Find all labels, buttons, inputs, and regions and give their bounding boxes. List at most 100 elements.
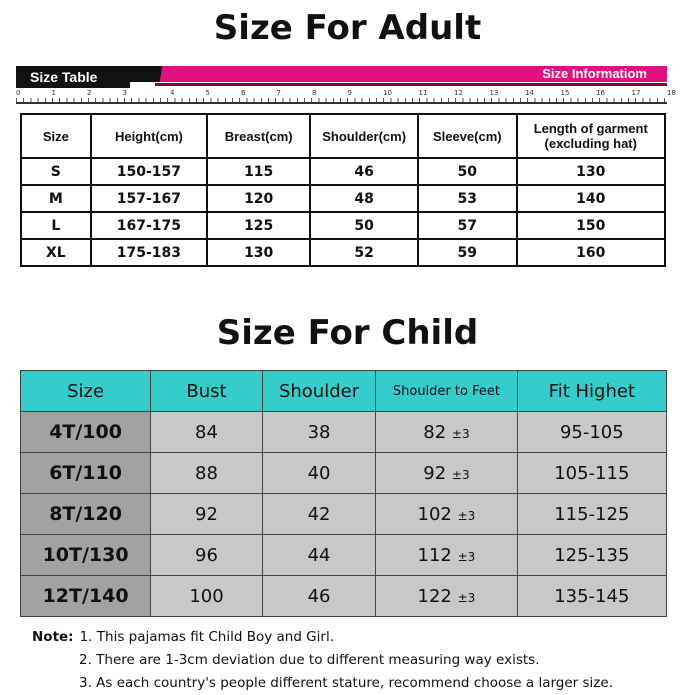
table-cell: 52 bbox=[309, 238, 420, 267]
ruler-tick: 16 bbox=[596, 89, 605, 97]
column-header: Length of garment (excluding hat) bbox=[515, 113, 666, 159]
ruler-tick: 0 bbox=[16, 89, 21, 97]
table-cell: 125-135 bbox=[516, 534, 668, 576]
table-row: 10T/130 96 44 112 ±3 125-135 bbox=[19, 534, 668, 576]
table-cell: 135-145 bbox=[516, 575, 668, 617]
table-cell: 160 bbox=[515, 238, 666, 267]
ruler-tick: 10 bbox=[383, 89, 392, 97]
table-cell: 50 bbox=[417, 157, 518, 186]
table-cell: 125 bbox=[206, 211, 312, 240]
size-table-label: Size Table bbox=[16, 66, 140, 88]
table-row: S 150-157 115 46 50 130 bbox=[20, 157, 666, 186]
adult-size-table: Size Height(cm) Breast(cm) Shoulder(cm) Slee… bbox=[20, 113, 666, 267]
table-cell: S bbox=[20, 157, 92, 186]
table-cell: 42 bbox=[261, 493, 377, 535]
table-row: L 167-175 125 50 57 150 bbox=[20, 211, 666, 240]
shoulder-to-feet-value: 92 bbox=[423, 462, 447, 484]
size-info-banner: Size Informatiom bbox=[130, 66, 667, 88]
header-row: Size Bust Shoulder Shoulder to Feet Fit High… bbox=[19, 370, 668, 412]
column-header: Fit Highet bbox=[516, 370, 668, 412]
column-header: Bust bbox=[150, 370, 263, 412]
shoulder-to-feet-value: 102 bbox=[417, 503, 452, 525]
table-cell: 53 bbox=[417, 184, 518, 213]
table-cell: 150-157 bbox=[89, 157, 209, 186]
ruler-tick: 2 bbox=[87, 89, 92, 97]
table-cell: 38 bbox=[261, 411, 377, 453]
table-cell: 12T/140 bbox=[19, 575, 152, 617]
column-header: Shoulder(cm) bbox=[309, 113, 420, 159]
ruler-tick: 4 bbox=[170, 89, 175, 97]
table-cell: 130 bbox=[206, 238, 312, 267]
table-row: 12T/140 100 46 122 ±3 135-145 bbox=[19, 575, 668, 617]
shoulder-to-feet-value: 112 bbox=[417, 544, 452, 566]
table-cell: 92 ±3 bbox=[375, 452, 518, 494]
ruler-tick: 17 bbox=[631, 89, 641, 97]
table-cell: 57 bbox=[417, 211, 518, 240]
tolerance: ±3 bbox=[451, 426, 470, 441]
tolerance: ±3 bbox=[457, 508, 476, 523]
table-cell: 8T/120 bbox=[19, 493, 152, 535]
table-cell: 115 bbox=[206, 157, 312, 186]
table-cell: 105-115 bbox=[516, 452, 668, 494]
table-cell: 40 bbox=[261, 452, 377, 494]
note-item: 1. This pajamas fit Child Boy and Girl. bbox=[79, 629, 334, 645]
tolerance: ±3 bbox=[451, 467, 470, 482]
table-cell: 130 bbox=[515, 157, 666, 186]
shoulder-to-feet-value: 122 bbox=[417, 585, 452, 607]
tolerance: ±3 bbox=[457, 590, 476, 605]
table-row: 8T/120 92 42 102 ±3 115-125 bbox=[19, 493, 668, 535]
table-cell: 46 bbox=[309, 157, 420, 186]
table-cell: 50 bbox=[309, 211, 420, 240]
child-size-table: Size Bust Shoulder Shoulder to Feet Fit High… bbox=[19, 370, 668, 617]
table-cell: 46 bbox=[261, 575, 377, 617]
table-cell: L bbox=[20, 211, 92, 240]
table-cell: 44 bbox=[261, 534, 377, 576]
column-header: Shoulder bbox=[261, 370, 377, 412]
table-cell: XL bbox=[20, 238, 92, 267]
table-cell: 48 bbox=[309, 184, 420, 213]
table-cell: 120 bbox=[206, 184, 312, 213]
table-cell: 112 ±3 bbox=[375, 534, 518, 576]
table-cell: 4T/100 bbox=[19, 411, 152, 453]
table-cell: 140 bbox=[515, 184, 666, 213]
ruler-tick: 13 bbox=[489, 89, 499, 97]
table-cell: 95-105 bbox=[516, 411, 668, 453]
child-title: Size For Child bbox=[216, 313, 479, 353]
table-cell: 157-167 bbox=[89, 184, 209, 213]
table-cell: 167-175 bbox=[89, 211, 209, 240]
column-header: Sleeve(cm) bbox=[417, 113, 518, 159]
table-cell: 59 bbox=[417, 238, 518, 267]
tolerance: ±3 bbox=[457, 549, 476, 564]
table-row: XL 175-183 130 52 59 160 bbox=[20, 238, 666, 267]
shoulder-to-feet-value: 82 bbox=[423, 421, 447, 443]
table-cell: 175-183 bbox=[89, 238, 209, 267]
ruler: 0 1 2 3 4 5 6 7 8 9 10 11 12 13 14 15 16 17 18 bbox=[16, 89, 676, 104]
size-info-label: Size Informatiom bbox=[130, 66, 667, 82]
column-header: Size bbox=[19, 370, 152, 412]
column-header: Breast(cm) bbox=[206, 113, 312, 159]
ruler-tick: 5 bbox=[205, 89, 210, 97]
table-cell: 88 bbox=[150, 452, 263, 494]
table-row: M 157-167 120 48 53 140 bbox=[20, 184, 666, 213]
table-cell: 122 ±3 bbox=[375, 575, 518, 617]
table-cell: 115-125 bbox=[516, 493, 668, 535]
table-cell: 100 bbox=[150, 575, 263, 617]
ruler-tick: 9 bbox=[347, 89, 352, 97]
notes: Note: 1. This pajamas fit Child Boy and G… bbox=[32, 626, 613, 695]
banner-line bbox=[155, 83, 667, 86]
table-cell: 82 ±3 bbox=[375, 411, 518, 453]
ruler-tick: 15 bbox=[560, 89, 570, 97]
column-header: Size bbox=[20, 113, 92, 159]
ruler-tick: 11 bbox=[418, 89, 428, 97]
note-item: 2. There are 1-3cm deviation due to diff… bbox=[79, 652, 540, 668]
ruler-tick: 12 bbox=[454, 89, 463, 97]
header-row: Size Height(cm) Breast(cm) Shoulder(cm) Slee… bbox=[20, 113, 666, 159]
table-cell: 92 bbox=[150, 493, 263, 535]
table-cell: 150 bbox=[515, 211, 666, 240]
ruler-tick: 14 bbox=[525, 89, 534, 97]
ruler-tick: 18 bbox=[667, 89, 676, 97]
table-row: 4T/100 84 38 82 ±3 95-105 bbox=[19, 411, 668, 453]
ruler-tick: 7 bbox=[276, 89, 281, 97]
table-cell: M bbox=[20, 184, 92, 213]
ruler-tick: 8 bbox=[312, 89, 317, 97]
